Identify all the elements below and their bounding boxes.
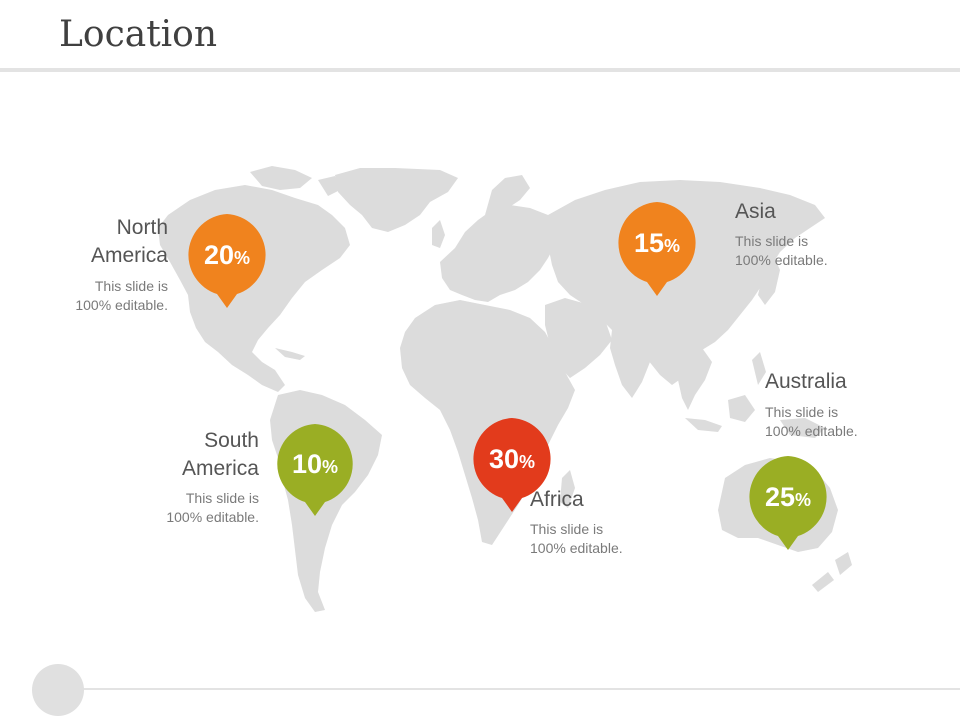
north-america-value: 20% (186, 235, 268, 278)
footer-divider (60, 688, 960, 690)
south-america-pin: 10% (275, 424, 355, 518)
north-america-desc-line1: This slide is (94, 278, 168, 294)
asia-name: Asia (735, 198, 875, 226)
australia-desc-line2: 100% editable. (765, 423, 858, 439)
australia-value-number: 25 (764, 482, 796, 512)
africa-name: Africa (530, 486, 670, 514)
map-pin-icon (277, 424, 353, 516)
north-america-value-number: 20 (203, 240, 235, 270)
africa-value: 30% (471, 439, 553, 482)
landmass-southeast-asia (675, 340, 712, 410)
landmass-madagascar (560, 470, 575, 508)
south-america-desc-line2: 100% editable. (166, 509, 259, 525)
title-divider (0, 68, 960, 72)
australia-desc: This slide is 100% editable. (765, 403, 925, 441)
landmass-caribbean (275, 348, 305, 360)
south-america-name: South America (130, 427, 259, 483)
africa-pin: 30% (471, 418, 553, 514)
asia-desc-line2: 100% editable. (735, 252, 828, 268)
asia-value-number: 15 (633, 228, 665, 258)
asia-desc: This slide is 100% editable. (735, 232, 885, 270)
australia-name-line1: Australia (765, 370, 847, 393)
australia-value-unit: % (795, 490, 812, 510)
africa-desc: This slide is 100% editable. (530, 520, 680, 558)
africa-desc-line2: 100% editable. (530, 540, 623, 556)
australia-desc-line1: This slide is (765, 404, 839, 420)
landmass-new-zealand-2 (812, 572, 834, 592)
landmass-greenland (335, 168, 458, 232)
landmass-indonesia (685, 418, 722, 432)
asia-desc-line1: This slide is (735, 233, 809, 249)
africa-value-number: 30 (488, 444, 520, 474)
map-pin-icon (188, 214, 266, 308)
south-america-name-line2: America (181, 457, 259, 480)
north-america-desc-line2: 100% editable. (75, 297, 168, 313)
africa-name-line1: Africa (530, 488, 584, 511)
australia-pin: 25% (747, 456, 829, 552)
south-america-value-unit: % (322, 457, 339, 477)
north-america-name-line2: America (90, 244, 168, 267)
slide-title: Location (59, 14, 218, 55)
asia-value: 15% (616, 223, 698, 266)
landmass-scandinavia (485, 175, 530, 215)
north-america-value-unit: % (234, 248, 251, 268)
south-america-desc-line1: This slide is (185, 490, 259, 506)
landmass-british-isles (432, 220, 445, 248)
landmass-europe (440, 205, 558, 302)
north-america-desc: This slide is 100% editable. (20, 277, 168, 315)
footer-circle-decoration (32, 664, 84, 716)
australia-value: 25% (747, 477, 829, 520)
landmass-philippines (752, 352, 766, 385)
asia-name-line1: Asia (735, 200, 776, 223)
africa-value-unit: % (519, 452, 536, 472)
map-pin-icon (618, 202, 696, 296)
map-pin-icon (473, 418, 551, 512)
north-america-pin: 20% (186, 214, 268, 310)
map-pin-icon (749, 456, 827, 550)
africa-desc-line1: This slide is (530, 521, 604, 537)
landmass-india (610, 330, 655, 398)
landmass-arctic-islands-2 (318, 176, 340, 196)
south-america-name-line1: South (204, 429, 259, 452)
south-america-value-number: 10 (291, 449, 323, 479)
landmass-new-zealand (835, 552, 852, 575)
landmass-asia (548, 180, 825, 385)
australia-name: Australia (765, 368, 925, 396)
landmass-japan (758, 252, 780, 305)
south-america-value: 10% (275, 444, 355, 487)
landmass-new-guinea (780, 418, 825, 438)
landmass-africa (400, 300, 575, 545)
asia-value-unit: % (664, 236, 681, 256)
north-america-name: North America (40, 214, 168, 270)
landmass-borneo (728, 395, 755, 422)
asia-pin: 15% (616, 202, 698, 298)
north-america-name-line1: North (116, 216, 168, 239)
south-america-desc: This slide is 100% editable. (110, 489, 259, 527)
landmass-arctic-islands (250, 166, 312, 190)
landmass-middle-east (545, 298, 612, 378)
